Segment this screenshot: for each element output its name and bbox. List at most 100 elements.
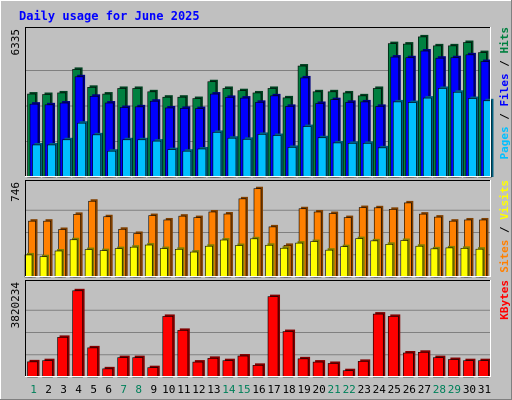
bar-pages-day-9-face: [152, 140, 162, 178]
day-label-27: 27: [418, 383, 431, 396]
bar-kbytes-day-20: [312, 360, 326, 378]
bar-pages-day-7-face: [122, 139, 131, 178]
bar-kbytes-day-17-face: [267, 296, 279, 378]
legend-label-pages-0: Pages: [498, 126, 511, 159]
legend-label-kbytes-0: KBytes: [498, 280, 511, 320]
legend-label-visits-2: Visits: [498, 180, 511, 220]
bar-kbytes-day-15: [237, 354, 250, 378]
bar-sites-day-4: [69, 237, 80, 278]
bar-pages-day-25: [392, 99, 404, 178]
bar-sites-day-1-face: [24, 254, 33, 278]
bar-pages-day-8-face: [137, 139, 147, 178]
bar-sites-day-5: [84, 247, 95, 278]
day-label-22: 22: [343, 383, 356, 396]
bar-sites-day-25: [385, 242, 395, 278]
bar-pages-day-18: [287, 145, 299, 178]
bar-sites-day-30: [460, 246, 470, 278]
bar-sites-day-6: [99, 248, 110, 278]
day-label-31: 31: [478, 383, 491, 396]
bar-sites-day-27: [415, 244, 425, 278]
bar-kbytes-day-23: [357, 359, 371, 378]
bar-pages-day-17-face: [272, 135, 282, 178]
bar-kbytes-day-19: [297, 356, 311, 378]
bar-sites-day-29-face: [445, 247, 454, 278]
bar-kbytes-day-19-face: [297, 358, 309, 378]
bar-sites-day-8-face: [129, 246, 138, 278]
bar-sites-day-12: [190, 250, 200, 278]
bar-kbytes-day-17: [267, 294, 281, 378]
bar-sites-day-28-face: [430, 248, 439, 278]
bar-pages-day-2-face: [47, 144, 56, 178]
bar-sites-day-7: [114, 246, 125, 278]
day-label-28: 28: [433, 383, 446, 396]
bar-sites-day-10-face: [159, 248, 168, 278]
bar-pages-day-8: [137, 137, 148, 178]
day-label-12: 12: [192, 383, 205, 396]
bar-pages-day-3: [62, 137, 73, 178]
bar-pages-day-30-face: [468, 98, 477, 178]
bar-sites-day-7-face: [114, 248, 123, 278]
bar-kbytes-day-8: [132, 355, 145, 378]
bar-sites-day-22: [340, 244, 350, 278]
bar-sites-day-9-face: [144, 244, 153, 278]
panel-kbytes-legend: KBytes: [498, 280, 511, 320]
bar-pages-day-15: [242, 137, 253, 178]
day-label-10: 10: [162, 383, 175, 396]
bar-pages-day-6: [107, 149, 118, 178]
bar-pages-day-6-face: [107, 150, 116, 178]
bar-pages-day-11-face: [182, 150, 192, 178]
bar-pages-day-17: [272, 133, 284, 178]
bar-kbytes-day-25-face: [387, 316, 399, 378]
day-label-21: 21: [328, 383, 341, 396]
bar-kbytes-day-6-face: [102, 368, 113, 378]
bar-kbytes-day-11-face: [177, 330, 189, 378]
bar-kbytes-day-27: [418, 350, 431, 378]
day-label-25: 25: [388, 383, 401, 396]
bar-kbytes-day-31: [478, 358, 491, 378]
bar-sites-day-24: [370, 238, 380, 278]
bar-kbytes-day-29-face: [448, 359, 459, 378]
panel-hits-files-pages: 6335 Pages / Files / Hits: [9, 27, 511, 178]
legend-label-sites-0: Sites: [498, 240, 511, 273]
bar-pages-day-30: [468, 96, 479, 178]
bar-pages-day-11: [182, 149, 193, 178]
bar-kbytes-day-24-face: [372, 313, 384, 378]
bar-kbytes-day-13: [207, 356, 220, 378]
bar-sites-day-15: [235, 243, 245, 278]
bar-pages-day-22-face: [347, 143, 357, 178]
bar-sites-day-18: [280, 246, 290, 278]
day-label-13: 13: [207, 383, 220, 396]
bar-sites-day-21-face: [325, 249, 333, 278]
bar-sites-day-21: [325, 248, 335, 278]
bar-kbytes-day-5: [87, 345, 100, 378]
bar-sites-day-19: [295, 241, 305, 278]
day-label-7: 7: [120, 383, 127, 396]
bar-sites-day-20: [310, 239, 320, 278]
bar-sites-day-25-face: [385, 244, 394, 278]
day-axis-labels: 1 2 3 4 5 6 7 8 9 10 11 12 13 14 15 16 17 18 19 20 21 22 23 24 2…: [30, 383, 491, 396]
bar-kbytes-day-25: [387, 314, 401, 378]
bar-sites-day-2-face: [39, 256, 48, 278]
bar-pages-day-27-face: [423, 97, 432, 178]
bar-pages-day-29: [453, 90, 464, 178]
day-label-17: 17: [267, 383, 280, 396]
day-label-3: 3: [60, 383, 67, 396]
bar-kbytes-day-2-face: [42, 360, 53, 378]
bar-sites-day-14: [220, 238, 230, 278]
bar-kbytes-day-24: [372, 312, 386, 378]
bar-sites-day-16: [250, 236, 260, 278]
bar-pages-day-29-face: [453, 91, 462, 178]
bar-sites-day-6-face: [99, 250, 108, 278]
day-label-18: 18: [282, 383, 295, 396]
bar-pages-day-21-face: [332, 142, 342, 178]
bar-sites-day-29: [445, 245, 455, 278]
bar-sites-day-17-face: [265, 244, 273, 278]
bar-sites-day-26-face: [400, 240, 409, 278]
panel-visits-sites-axis-max: 746: [9, 182, 22, 202]
day-label-30: 30: [463, 383, 476, 396]
day-label-14: 14: [222, 383, 236, 396]
chart-title: Daily usage for June 2025: [19, 9, 200, 23]
bar-kbytes-day-31-face: [478, 360, 489, 378]
